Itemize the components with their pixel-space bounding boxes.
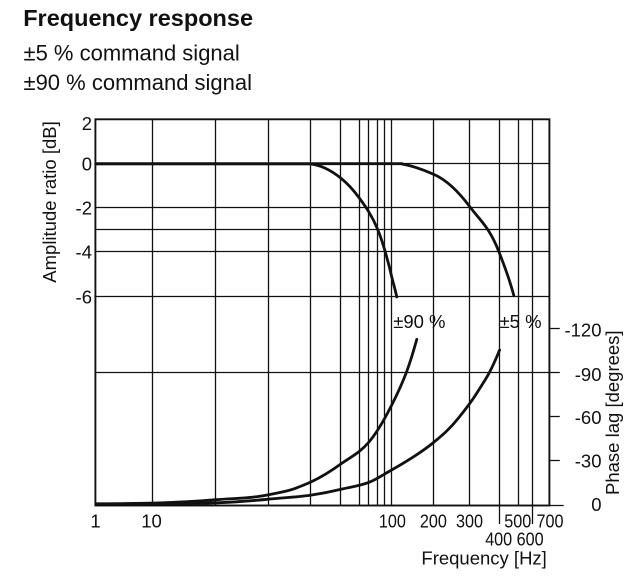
svg-text:300: 300 (456, 510, 483, 531)
svg-text:10: 10 (141, 510, 162, 531)
svg-text:1: 1 (90, 510, 100, 531)
svg-text:-4: -4 (76, 242, 92, 263)
svg-text:Frequency [Hz]: Frequency [Hz] (421, 548, 546, 569)
svg-text:±90 %: ±90 % (393, 311, 445, 332)
svg-text:100: 100 (379, 510, 406, 531)
svg-text:0: 0 (591, 494, 601, 515)
svg-text:-30: -30 (575, 450, 602, 471)
svg-text:-2: -2 (76, 198, 92, 219)
svg-text:400: 400 (485, 528, 512, 549)
svg-text:Amplitude ratio [dB]: Amplitude ratio [dB] (39, 121, 60, 282)
svg-text:±5 %: ±5 % (500, 311, 542, 332)
svg-text:±5 % command signal: ±5 % command signal (24, 41, 240, 66)
svg-text:0: 0 (82, 154, 92, 175)
svg-text:±90 % command signal: ±90 % command signal (24, 70, 253, 95)
svg-text:-120: -120 (564, 319, 601, 340)
svg-text:-60: -60 (575, 407, 602, 428)
svg-text:200: 200 (420, 510, 447, 531)
svg-text:2: 2 (82, 113, 92, 134)
svg-text:600: 600 (517, 528, 544, 549)
svg-text:-6: -6 (76, 287, 92, 308)
svg-text:Phase lag [degrees]: Phase lag [degrees] (602, 330, 623, 495)
svg-text:-90: -90 (575, 364, 602, 385)
svg-text:Frequency response: Frequency response (23, 5, 253, 31)
svg-text:700: 700 (537, 510, 564, 531)
svg-text:500: 500 (504, 510, 531, 531)
